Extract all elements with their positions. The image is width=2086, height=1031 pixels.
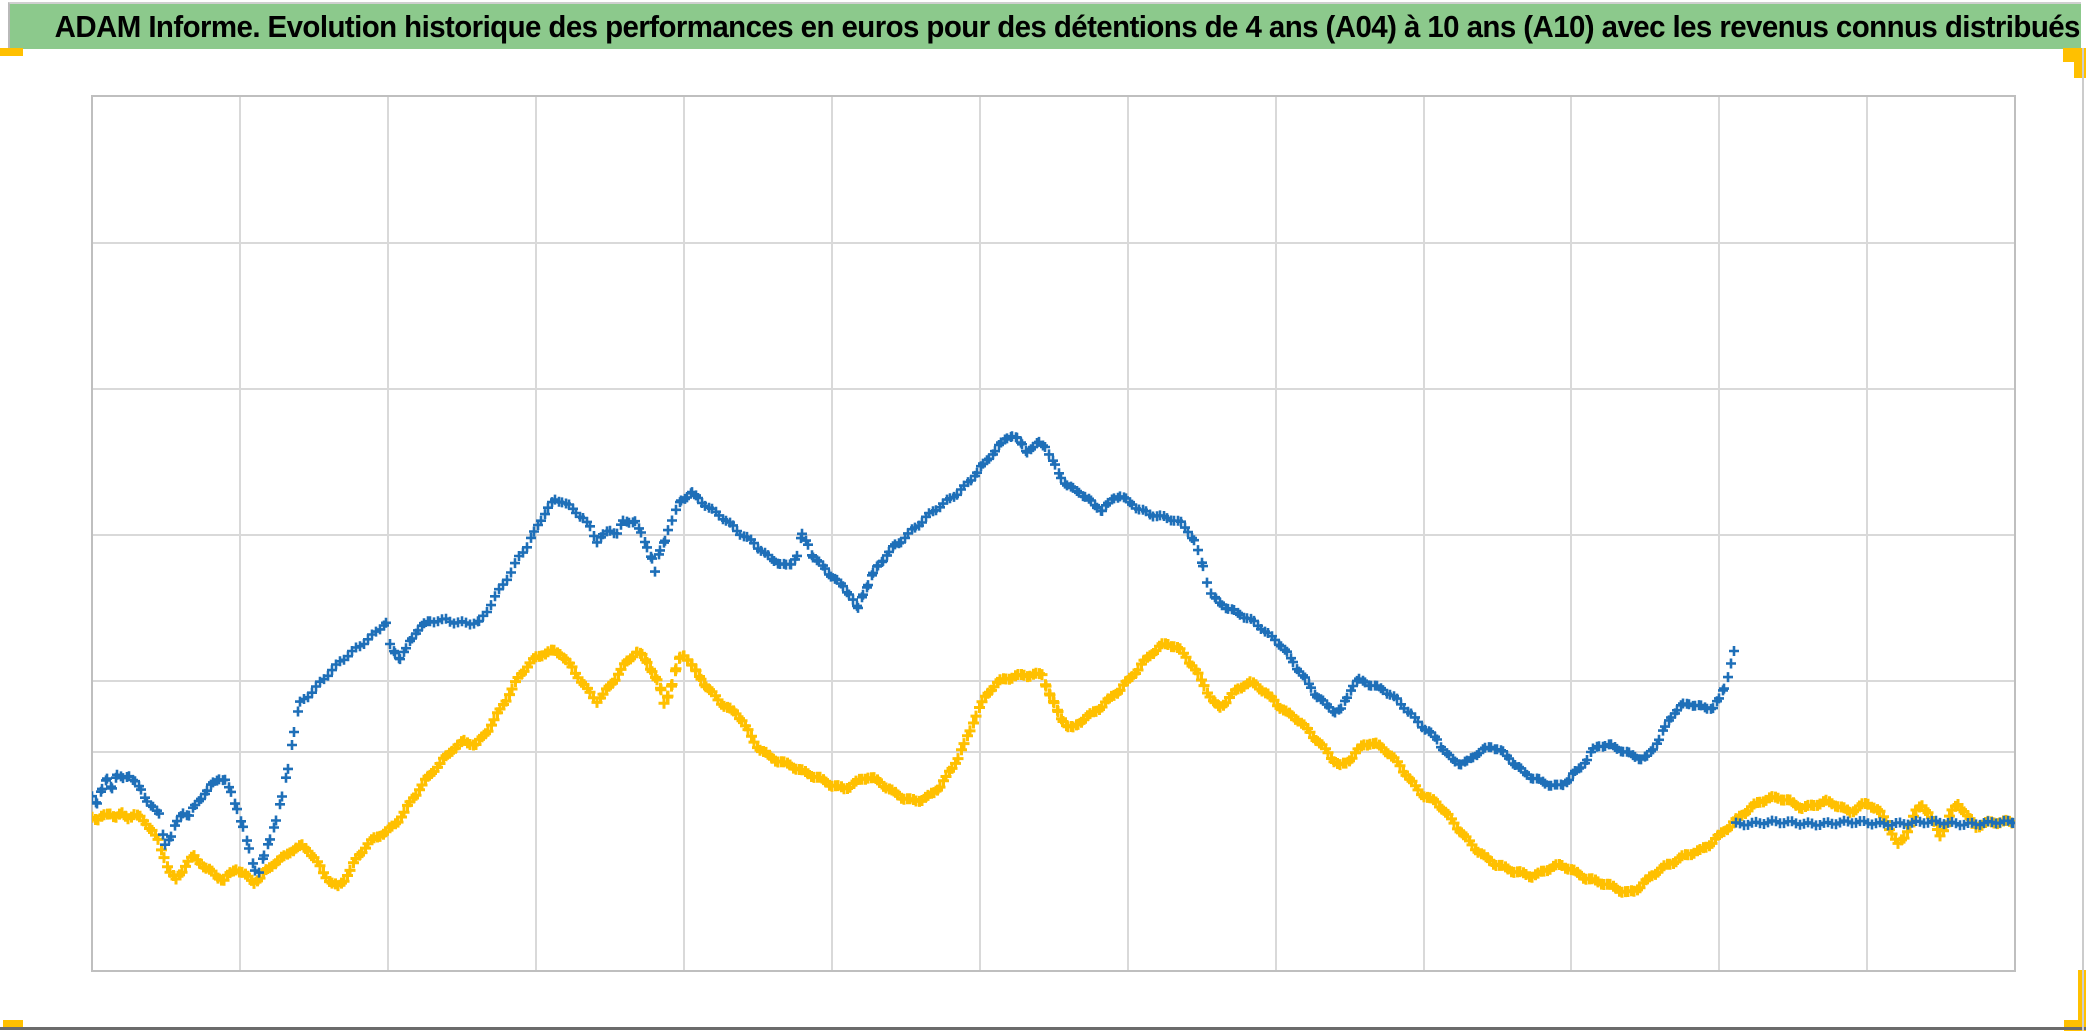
yellow-stub-top-left-icon [0, 48, 23, 56]
chart-title-bar: ADAM Informe. Evolution historique des p… [8, 2, 2081, 49]
yellow-stub-bottom-left-icon [3, 1020, 23, 1029]
bottom-divider [0, 1027, 2086, 1030]
yellow-corner-bracket-top-right-icon [2074, 48, 2086, 78]
series-yellow [92, 638, 2015, 898]
yellow-corner-bracket-bottom-right-icon [2064, 1020, 2086, 1031]
plot-border [91, 95, 2016, 972]
window-right-edge [2082, 48, 2084, 1031]
chart-title: ADAM Informe. Evolution historique des p… [54, 8, 2081, 44]
series-blue [92, 431, 2015, 878]
gridlines [92, 96, 2015, 971]
